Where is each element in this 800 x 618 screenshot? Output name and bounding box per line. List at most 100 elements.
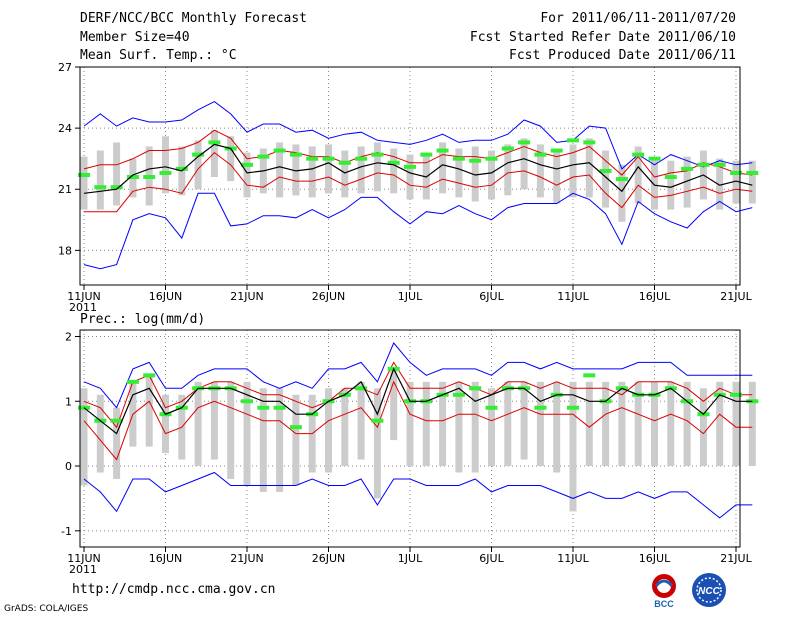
prec-box [634,381,642,467]
prec-box [585,381,593,467]
ncc-logo-text: NCC [698,586,720,597]
prec-box [488,388,495,467]
prec-median-mark [241,399,253,404]
temp-median-mark [371,152,384,157]
temp-median-mark [78,172,90,177]
prec-box [259,388,267,492]
prec-box [422,381,430,467]
prec-median-mark [583,373,596,378]
prec-year-label: 2011 [69,563,97,576]
temp-xtick-label: 16JUL [639,290,671,303]
prec-box [455,381,463,473]
prec-xtick-label: 11JUN [67,552,101,565]
temp-median-mark [241,162,253,167]
temp-box [439,142,447,194]
prec-median-mark [126,379,139,384]
temp-median-mark [436,148,449,153]
temp-box [683,156,691,208]
bcc-logo: BCC [652,574,676,609]
chart-title: DERF/NCC/BCC Monthly Forecast [80,11,307,26]
prec-box [145,375,153,447]
temp-median-mark [322,156,335,161]
temp-box [341,150,349,198]
prec-box [325,388,332,473]
prec-xtick-label: 11JUL [557,552,589,565]
temp-xtick-label: 6JUL [479,290,504,303]
prec-min-line [83,471,753,519]
prec-upper-line [83,361,753,429]
prec-median-mark [273,405,286,410]
temp-median-mark [94,185,107,190]
prec-panel: -1 0 1 2 11JUN 16JUN 21JUN 26JUN 1JUL 6JUL 11JUL 16… [61,329,759,576]
temp-box [276,142,284,198]
temp-box [227,136,235,182]
temp-median-mark [143,175,156,180]
prec-box [439,381,447,467]
prec-box [194,381,202,467]
temp-xtick-label: 21JUN [230,290,264,303]
prec-box [732,381,740,467]
prec-box [683,381,691,467]
prec-box [96,394,104,473]
prec-box [341,388,349,467]
temp-median-mark [420,152,433,157]
temp-xtick-label: 1JUL [398,290,423,303]
temp-xtick-label: 26JUN [312,290,346,303]
temp-median-mark [697,162,710,167]
temp-box [373,142,381,192]
temp-median-mark [518,140,531,145]
temp-box [243,152,251,198]
website-url[interactable]: http://cmdp.ncc.cma.gov.cn [72,582,276,597]
temp-median-mark [306,156,319,161]
forecast-period: For 2011/06/11-2011/07/20 [540,11,736,26]
prec-box [113,407,121,479]
temp-box [162,136,169,194]
temp-median-mark [257,154,270,159]
temp-median-mark [664,175,677,180]
temp-median-mark [583,140,596,145]
temp-box [96,150,104,210]
temp-xtick-label: 11JUL [557,290,589,303]
temp-box [292,144,300,196]
temp-mean-line [83,143,753,194]
prec-title: Prec.: log(mm/d) [80,312,205,327]
prec-lower-line [83,380,753,461]
temp-box [748,160,756,204]
prec-median-mark [469,386,482,391]
temp-xtick-label: 16JUN [149,290,183,303]
prec-xtick-label: 16JUL [639,552,671,565]
temp-box [422,152,430,200]
temp-box [716,158,724,210]
temp-median-mark [550,148,563,153]
prec-box [618,381,626,467]
temp-ytick-label: 21 [58,183,72,196]
temp-box [732,160,740,204]
member-size: Member Size=40 [80,30,190,45]
prec-box [276,388,284,492]
prec-box [553,381,561,473]
prec-box [390,368,398,441]
prec-box [210,381,218,460]
temp-box [536,144,544,198]
prec-box [243,381,251,486]
prec-median-mark [534,405,547,410]
prec-median-mark [485,405,498,410]
temp-box [520,138,528,190]
prec-xtick-label: 16JUN [149,552,183,565]
prec-box [699,388,707,467]
temp-median-mark [469,158,482,163]
temp-box [210,130,218,178]
temp-median-mark [404,164,416,169]
prec-box [406,381,414,467]
temp-box [585,138,593,198]
temp-box [471,146,479,202]
prec-xtick-label: 21JUN [230,552,264,565]
temp-box [618,164,626,222]
temp-box [308,146,316,198]
prec-median-mark [257,405,270,410]
prec-xtick-label: 1JUL [398,552,423,565]
temp-median-mark [485,156,498,161]
prec-box [748,381,756,467]
temp-upper-line [83,129,753,178]
